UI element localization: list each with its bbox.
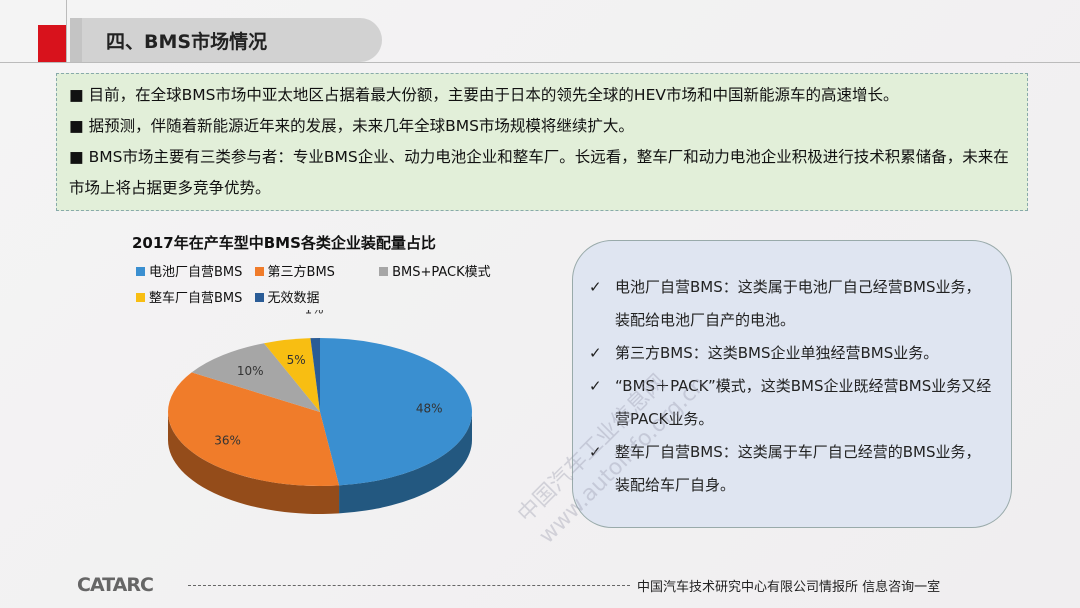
- legend-item: 第三方BMS: [254, 260, 335, 286]
- legend-item: 整车厂自营BMS: [136, 286, 242, 312]
- intro-bullet: ■ BMS市场主要有三类参与者：专业BMS企业、动力电池企业和整车厂。长远看，整…: [69, 148, 1009, 197]
- intro-bullet: ■ 据预测，伴随着新能源近年来的发展，未来几年全球BMS市场规模将继续扩大。: [69, 117, 634, 135]
- check-icon: ✓: [589, 443, 602, 461]
- pie-slice: [191, 343, 320, 412]
- check-icon: ✓: [589, 377, 602, 395]
- divider: [66, 0, 67, 62]
- legend-item: 电池厂自营BMS: [136, 260, 242, 286]
- catarc-logo: CATARC: [77, 574, 154, 596]
- data-label: 36%: [214, 434, 241, 448]
- pie-slice: [168, 372, 340, 486]
- intro-bullet: ■ 目前，在全球BMS市场中亚太地区占据着最大份额，主要由于日本的领先全球的HE…: [69, 86, 899, 104]
- definition-item: ✓ 电池厂自营BMS：这类属于电池厂自己经营BMS业务，装配给电池厂自产的电池。: [589, 271, 993, 337]
- pie-slice: [320, 338, 473, 486]
- section-header: 四、BMS市场情况: [70, 18, 382, 62]
- check-icon: ✓: [589, 344, 602, 362]
- legend-item: BMS+PACK模式: [379, 260, 491, 286]
- footer-text: 中国汽车技术研究中心有限公司情报所 信息咨询一室: [637, 580, 941, 595]
- data-label: 10%: [237, 364, 264, 378]
- pie-slice: [264, 338, 320, 412]
- pie-side-1: [168, 412, 340, 514]
- pie-chart: 48% 36% 10% 5% 1%: [168, 310, 473, 514]
- pie-slice: [310, 338, 320, 412]
- data-label: 48%: [416, 402, 443, 416]
- footer-divider: [188, 585, 630, 586]
- chart-title: 2017年在产车型中BMS各类企业装配量占比: [132, 234, 436, 252]
- definition-item: ✓ 第三方BMS：这类BMS企业单独经营BMS业务。: [589, 337, 993, 370]
- data-label: 1%: [305, 310, 324, 317]
- divider: [0, 62, 1080, 63]
- intro-box: ■ 目前，在全球BMS市场中亚太地区占据着最大份额，主要由于日本的领先全球的HE…: [56, 73, 1028, 211]
- page-title: 四、BMS市场情况: [106, 31, 268, 53]
- check-icon: ✓: [589, 278, 602, 296]
- definition-item: ✓ 整车厂自营BMS：这类属于车厂自己经营的BMS业务，装配给车厂自身。: [589, 436, 993, 502]
- definitions-box: ✓ 电池厂自营BMS：这类属于电池厂自己经营BMS业务，装配给电池厂自产的电池。 …: [572, 240, 1012, 528]
- chart-legend: 电池厂自营BMS 第三方BMS BMS+PACK模式 整车厂自营BMS 无效数据: [136, 260, 516, 312]
- pie-side-0: [339, 412, 472, 514]
- accent-block: [38, 25, 66, 62]
- definition-item: ✓ “BMS＋PACK”模式，这类BMS企业既经营BMS业务又经营PACK业务。: [589, 370, 993, 436]
- data-label: 5%: [287, 353, 306, 367]
- legend-item: 无效数据: [254, 286, 320, 312]
